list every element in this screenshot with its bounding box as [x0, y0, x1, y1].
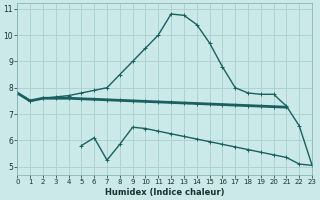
X-axis label: Humidex (Indice chaleur): Humidex (Indice chaleur) [105, 188, 224, 197]
